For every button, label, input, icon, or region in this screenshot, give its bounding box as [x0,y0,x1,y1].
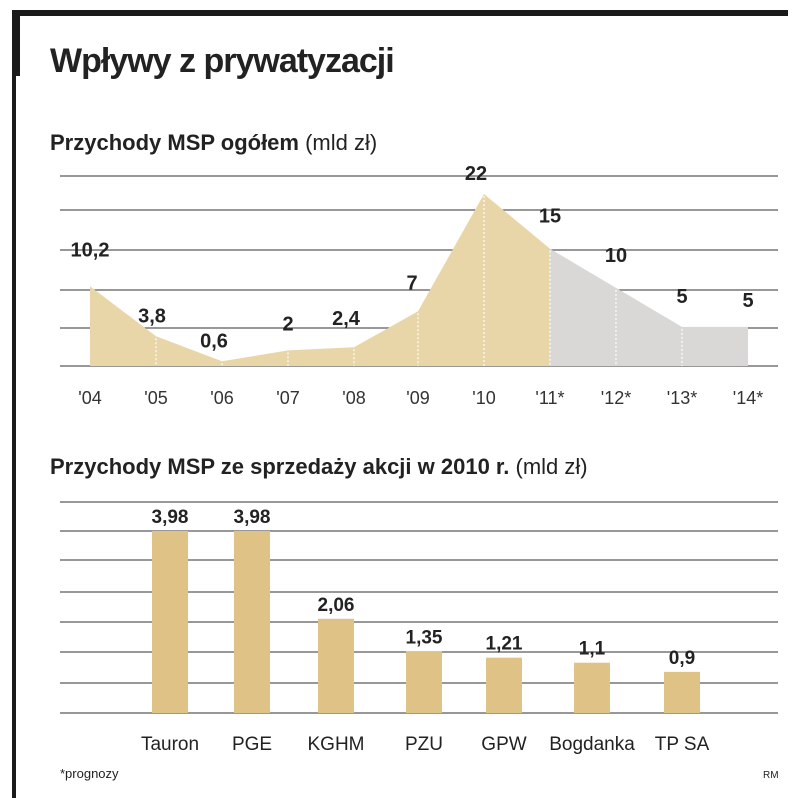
bar-tp-sa [664,671,700,713]
area-chart-title-text: Przychody MSP ogółem [50,130,299,155]
area-x-tick-label: '09 [406,388,429,408]
area-x-tick-label: '13* [667,388,697,408]
bar-category-label: PZU [405,734,443,755]
bar-category-label: TP SA [655,734,710,755]
bar-category-label: Bogdanka [549,734,635,755]
area-x-tick-label: '12* [601,388,631,408]
area-chart-unit: (mld zł) [305,130,378,155]
area-value-label: 22 [465,163,487,185]
bar-value-label: 2,06 [318,595,355,616]
bar-chart-unit: (mld zł) [515,454,588,479]
bar-bogdanka [574,662,610,713]
area-actual [90,194,550,366]
bar-value-label: 1,1 [579,639,606,660]
area-x-tick-label: '07 [276,388,299,408]
area-value-label: 10,2 [71,239,110,261]
bar-pzu [406,651,442,713]
bar-pge [234,531,270,713]
frame-top-border [12,10,788,16]
footnote: *prognozy [60,766,119,781]
area-value-label: 10 [605,245,627,267]
area-value-label: 2,4 [332,308,361,330]
bar-value-label: 1,35 [406,627,443,648]
bar-value-label: 0,9 [669,648,695,669]
bar-chart-title-text: Przychody MSP ze sprzedaży akcji w 2010 … [50,454,510,479]
bar-category-label: PGE [232,734,272,755]
area-value-label: 5 [742,290,753,312]
bar-value-label: 1,21 [486,634,523,655]
area-x-tick-label: '10 [472,388,495,408]
area-x-tick-label: '04 [78,388,101,408]
bar-value-label: 3,98 [234,507,271,528]
credit: RM [763,770,779,781]
area-x-tick-label: '08 [342,388,365,408]
area-value-label: 2 [282,313,293,335]
area-x-tick-label: '05 [144,388,167,408]
area-value-label: 3,8 [138,305,166,327]
area-x-tick-label: '14* [733,388,763,408]
bar-category-label: Tauron [141,734,199,755]
bar-chart-title: Przychody MSP ze sprzedaży akcji w 2010 … [50,454,588,480]
bar-value-label: 3,98 [152,507,189,528]
page-title: Wpływy z prywatyzacji [50,42,395,80]
area-value-label: 5 [676,286,687,308]
bar-tauron [152,531,188,713]
area-x-tick-label: '06 [210,388,233,408]
area-value-label: 7 [406,272,417,294]
area-chart-title: Przychody MSP ogółem (mld zł) [50,130,377,156]
frame-left-rule [12,76,16,798]
frame-left-border [12,10,20,76]
bar-gpw [486,657,522,713]
area-value-label: 15 [539,206,561,228]
area-forecast [550,248,748,366]
bar-kghm [318,618,354,713]
bar-category-label: KGHM [308,734,365,755]
bar-category-label: GPW [481,734,526,755]
area-value-label: 0,6 [200,330,228,352]
area-x-tick-label: '11* [535,388,564,408]
